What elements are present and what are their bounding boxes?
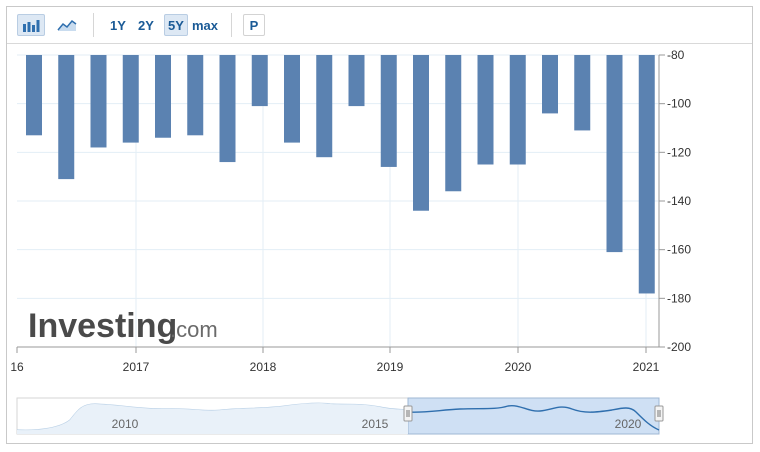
bar[interactable] bbox=[445, 55, 462, 192]
bar[interactable] bbox=[542, 55, 558, 114]
navigator[interactable]: 2010 2015 2020 bbox=[16, 397, 664, 435]
bar[interactable] bbox=[380, 55, 397, 167]
bar[interactable] bbox=[413, 55, 429, 211]
area-chart-icon bbox=[57, 19, 77, 31]
bar[interactable] bbox=[606, 55, 623, 253]
bar[interactable] bbox=[638, 55, 655, 294]
y-tick-label: -100 bbox=[667, 97, 691, 111]
navigator-handle[interactable] bbox=[403, 405, 413, 422]
bar[interactable] bbox=[316, 55, 333, 158]
grid-lines bbox=[17, 54, 659, 348]
range-1y-button[interactable]: 1Y bbox=[110, 17, 126, 33]
navigator-handle[interactable] bbox=[654, 405, 664, 422]
x-tick-label: 2021 bbox=[633, 360, 660, 374]
bar[interactable] bbox=[574, 55, 591, 131]
watermark: Investing .com bbox=[28, 307, 218, 345]
x-tick-label: 2018 bbox=[250, 360, 277, 374]
bar[interactable] bbox=[251, 55, 268, 107]
navigator-label: 2010 bbox=[112, 417, 139, 431]
y-tick-label: -160 bbox=[667, 243, 691, 257]
bar[interactable] bbox=[58, 55, 75, 180]
navigator-label: 2020 bbox=[615, 417, 642, 431]
chart-toolbar: 1Y 2Y 5Y max P bbox=[7, 7, 752, 44]
y-tick-label: -80 bbox=[667, 48, 685, 62]
y-tick-label: -120 bbox=[667, 145, 691, 159]
axes: -80 -100 -120 -140 -160 -180 -200 16 2017 2018 201… bbox=[10, 48, 691, 374]
navigator-selection[interactable] bbox=[407, 397, 660, 435]
x-tick-label: 2020 bbox=[505, 360, 532, 374]
bar[interactable] bbox=[90, 55, 107, 148]
bar[interactable] bbox=[509, 55, 526, 165]
navigator-series bbox=[407, 404, 660, 431]
x-tick-label: 16 bbox=[10, 360, 24, 374]
x-tick-label: 2017 bbox=[123, 360, 150, 374]
bar[interactable] bbox=[348, 55, 365, 107]
p-button[interactable]: P bbox=[243, 14, 265, 36]
watermark-suffix: .com bbox=[170, 317, 218, 342]
bar[interactable] bbox=[219, 55, 236, 163]
toolbar-separator bbox=[93, 13, 94, 37]
navigator-label: 2015 bbox=[362, 417, 389, 431]
range-max-button[interactable]: max bbox=[192, 17, 219, 33]
y-tick-label: -180 bbox=[667, 291, 691, 305]
bars bbox=[26, 55, 655, 294]
x-tick-label: 2019 bbox=[377, 360, 404, 374]
y-tick-label: -140 bbox=[667, 194, 691, 208]
range-5y-button[interactable]: 5Y bbox=[164, 14, 188, 36]
bar-chart-icon bbox=[23, 20, 40, 32]
range-2y-button[interactable]: 2Y bbox=[138, 17, 154, 33]
bar[interactable] bbox=[187, 55, 204, 136]
bar[interactable] bbox=[122, 55, 139, 143]
bar[interactable] bbox=[284, 55, 300, 143]
bar[interactable] bbox=[155, 55, 171, 138]
area-chart-button[interactable] bbox=[53, 14, 81, 36]
watermark-logo: Investing bbox=[28, 307, 177, 345]
bar[interactable] bbox=[477, 55, 494, 165]
navigator-area-background bbox=[17, 403, 408, 434]
bar[interactable] bbox=[26, 55, 42, 136]
y-tick-label: -200 bbox=[667, 340, 691, 354]
bar-chart-button[interactable] bbox=[17, 14, 45, 36]
toolbar-separator bbox=[231, 13, 232, 37]
